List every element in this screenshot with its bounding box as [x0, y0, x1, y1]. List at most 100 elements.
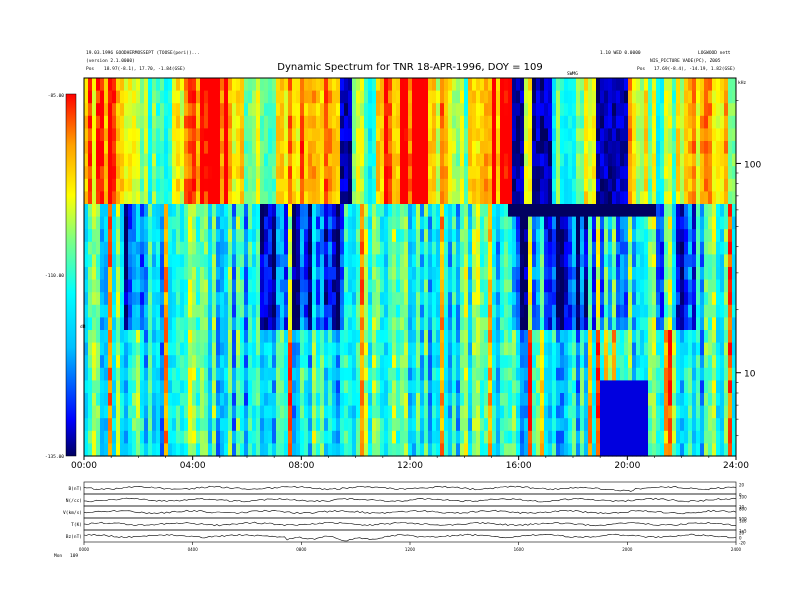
spectrogram-cell	[216, 405, 221, 419]
spectrogram-cell	[400, 216, 405, 230]
spectrogram-cell	[292, 128, 297, 142]
spectrogram-cell	[580, 304, 585, 318]
spectrogram-cell	[712, 393, 717, 407]
spectrogram-cell	[168, 355, 173, 369]
spectrogram-cell	[416, 254, 421, 268]
spectrogram-cell	[588, 90, 593, 104]
spectrogram-cell	[508, 229, 513, 243]
spectrogram-cell	[536, 317, 541, 331]
spectrogram-cell	[260, 292, 265, 306]
spectrogram-cell	[148, 342, 153, 356]
spectrogram-cell	[84, 330, 89, 344]
spectrogram-cell	[468, 393, 473, 407]
spectrogram-cell	[156, 90, 161, 104]
spectrogram-cell	[372, 115, 377, 129]
spectrogram-cell	[176, 241, 181, 255]
spectrogram-cell	[348, 204, 353, 218]
spectrogram-cell	[668, 317, 673, 331]
spectrogram-cell	[652, 166, 657, 180]
spectrogram-cell	[648, 367, 653, 381]
spectrogram-cell	[676, 229, 681, 243]
spectrogram-cell	[384, 355, 389, 369]
spectrogram-cell	[364, 191, 369, 205]
spectrogram-cell	[528, 367, 533, 381]
spectrogram-cell	[200, 241, 205, 255]
spectrogram-cell	[664, 191, 669, 205]
spectrogram-cell	[584, 115, 589, 129]
spectrogram-cell	[472, 292, 477, 306]
spectrogram-cell	[136, 178, 141, 192]
spectrogram-cell	[316, 191, 321, 205]
spectrogram-cell	[148, 317, 153, 331]
spectrogram-cell	[488, 141, 493, 155]
y-tick-label: 10	[744, 370, 756, 380]
spectrogram-cell	[268, 367, 273, 381]
spectrogram-cell	[492, 90, 497, 104]
spectrogram-cell	[96, 380, 101, 394]
spectrogram-cell	[672, 342, 677, 356]
spectrogram-cell	[108, 141, 113, 155]
spectrogram-cell	[252, 304, 257, 318]
spectrogram-cell	[308, 191, 313, 205]
spectrogram-cell	[84, 292, 89, 306]
spectrogram-cell	[360, 78, 365, 92]
spectrogram-cell	[220, 241, 225, 255]
spectrogram-cell	[320, 216, 325, 230]
spectrogram-cell	[452, 229, 457, 243]
spectrogram-cell	[348, 128, 353, 142]
spectrogram-cell	[332, 103, 337, 117]
spectrogram-cell	[296, 405, 301, 419]
spectrogram-cell	[208, 90, 213, 104]
spectrogram-cell	[456, 103, 461, 117]
spectrogram-cell	[212, 279, 217, 293]
spectrogram-cell	[168, 393, 173, 407]
spectrogram-cell	[428, 229, 433, 243]
spectrogram-cell	[188, 267, 193, 281]
spectrogram-cell	[536, 229, 541, 243]
spectrogram-cell	[432, 229, 437, 243]
spectrogram-cell	[368, 430, 373, 444]
spectrogram-cell	[348, 153, 353, 167]
spectrogram-cell	[672, 128, 677, 142]
spectrogram-cell	[376, 405, 381, 419]
spectrogram-cell	[144, 178, 149, 192]
spectrogram-cell	[532, 90, 537, 104]
spectrogram-cell	[696, 141, 701, 155]
spectrogram-cell	[384, 78, 389, 92]
spectrogram-cell	[600, 115, 605, 129]
spectrogram-cell	[400, 128, 405, 142]
spectrogram-cell	[240, 279, 245, 293]
spectrogram-cell	[180, 317, 185, 331]
spectrogram-cell	[600, 141, 605, 155]
spectrogram-cell	[136, 330, 141, 344]
spectrogram-cell	[424, 443, 429, 457]
spectrogram-cell	[592, 418, 597, 432]
spectrogram-cell	[112, 267, 117, 281]
spectrogram-cell	[368, 292, 373, 306]
spectrogram-cell	[280, 78, 285, 92]
spectrogram-cell	[692, 78, 697, 92]
spectrogram-cell	[492, 355, 497, 369]
spectrogram-cell	[564, 115, 569, 129]
spectrogram-cell	[532, 418, 537, 432]
spectrogram-cell	[596, 78, 601, 92]
spectrogram-cell	[560, 178, 565, 192]
spectrogram-cell	[720, 216, 725, 230]
spectrogram-cell	[148, 153, 153, 167]
spectrogram-cell	[416, 317, 421, 331]
spectrogram-cell	[204, 304, 209, 318]
spectrogram-cell	[240, 367, 245, 381]
spectrogram-cell	[160, 103, 165, 117]
spectrogram-cell	[732, 254, 737, 268]
spectrogram-cell	[724, 430, 729, 444]
spectrogram-cell	[440, 304, 445, 318]
spectrogram-cell	[436, 367, 441, 381]
spectrogram-cell	[444, 304, 449, 318]
spectrogram-cell	[232, 342, 237, 356]
spectrogram-cell	[372, 204, 377, 218]
spectrogram-cell	[708, 317, 713, 331]
spectrogram-cell	[164, 443, 169, 457]
spectrogram-cell	[304, 317, 309, 331]
spectrogram-cell	[172, 204, 177, 218]
spectrogram-cell	[352, 380, 357, 394]
